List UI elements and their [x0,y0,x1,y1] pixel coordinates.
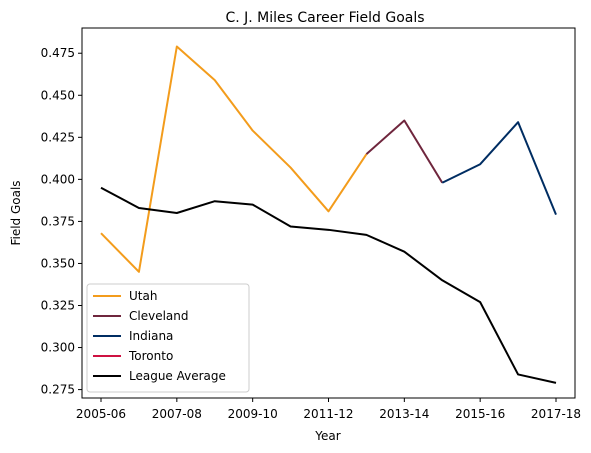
y-tick-label: 0.450 [41,88,75,102]
y-tick-label: 0.475 [41,46,75,60]
x-tick-label: 2005-06 [76,407,126,421]
series-line-cleveland [365,119,444,184]
x-tick-label: 2007-08 [152,407,202,421]
x-tick-label: 2011-12 [303,407,353,421]
legend-label-cleveland: Cleveland [129,309,189,323]
series-line-utah [100,45,368,273]
legend-label-toronto: Toronto [128,349,173,363]
x-tick-label: 2009-10 [228,407,278,421]
x-tick-label: 2017-18 [531,407,581,421]
y-tick-label: 0.350 [41,256,75,270]
x-tick-label: 2015-16 [455,407,505,421]
y-tick-label: 0.275 [41,383,75,397]
x-axis-label: Year [314,429,340,443]
y-tick-label: 0.300 [41,341,75,355]
chart-title: C. J. Miles Career Field Goals [225,10,424,26]
series-line-league-average [100,186,557,384]
legend-label-utah: Utah [129,289,157,303]
y-tick-label: 0.325 [41,299,75,313]
series-lines [100,45,557,384]
legend-box [86,283,250,393]
y-axis: 0.275 0.300 0.325 0.350 0.375 0.400 0.425 0.450… [41,46,82,397]
y-axis-label: Field Goals [9,180,23,245]
y-tick-label: 0.375 [41,214,75,228]
x-tick-label: 2013-14 [379,407,429,421]
y-tick-label: 0.425 [41,130,75,144]
legend-label-league-average: League Average [129,369,226,383]
legend: Utah Cleveland Indiana Toronto League Averag… [86,283,250,393]
legend-label-indiana: Indiana [129,329,173,343]
series-line-indiana [441,121,557,216]
x-axis: 2005-06 2007-08 2009-10 2011-12 2013-14 2015-… [76,398,581,421]
y-tick-label: 0.400 [41,172,75,186]
